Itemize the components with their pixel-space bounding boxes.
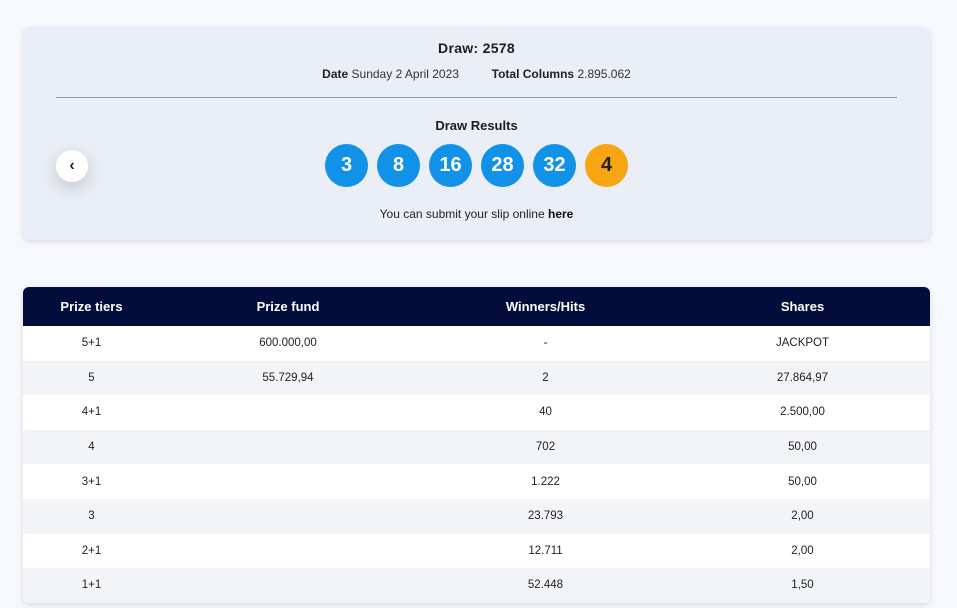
table-row: 2+1 12.711 2,00 — [23, 533, 930, 569]
prize-tier-cell: 4 — [23, 429, 160, 465]
shares-cell: JACKPOT — [675, 326, 930, 361]
table-row: 5+1 600.000,00 - JACKPOT — [23, 326, 930, 361]
prize-fund-cell — [160, 533, 416, 569]
column-header-winners: Winners/Hits — [416, 287, 675, 326]
prize-tier-cell: 5+1 — [23, 326, 160, 361]
winning-numbers: 3 8 16 28 32 4 — [325, 144, 628, 187]
prize-tier-cell: 3+1 — [23, 464, 160, 499]
shares-cell: 2,00 — [675, 498, 930, 534]
total-columns-label: Total Columns — [491, 67, 575, 81]
table-row: 3+1 1.222 50,00 — [23, 464, 930, 499]
submit-slip-link[interactable]: here — [547, 207, 574, 221]
table-row: 4 702 50,00 — [23, 429, 930, 465]
number-ball: 3 — [325, 144, 368, 187]
draw-info-card: Draw: 2578 Date Sunday 2 April 2023 Tota… — [23, 27, 930, 240]
table-header-row: Prize tiers Prize fund Winners/Hits Shar… — [23, 287, 930, 326]
winners-cell: - — [416, 326, 675, 361]
table-row: 5 55.729,94 2 27.864,97 — [23, 360, 930, 396]
bonus-ball: 4 — [585, 144, 628, 187]
prize-tier-cell: 3 — [23, 498, 160, 534]
draw-title: Draw: 2578 — [438, 40, 515, 56]
shares-cell: 2.500,00 — [675, 395, 930, 430]
previous-draw-button[interactable]: ‹ — [56, 150, 88, 182]
column-header-prize-fund: Prize fund — [160, 287, 416, 326]
prize-tier-cell: 4+1 — [23, 395, 160, 430]
total-columns-value: 2.895.062 — [577, 67, 631, 81]
number-ball: 28 — [481, 144, 524, 187]
prize-fund-cell — [160, 498, 416, 534]
winners-cell: 52.448 — [416, 568, 675, 603]
table-row: 3 23.793 2,00 — [23, 498, 930, 534]
shares-cell: 1,50 — [675, 568, 930, 603]
chevron-left-icon: ‹ — [69, 157, 75, 174]
winners-cell: 12.711 — [416, 533, 675, 569]
prize-fund-cell — [160, 429, 416, 465]
date-value: Sunday 2 April 2023 — [351, 67, 459, 81]
winners-cell: 23.793 — [416, 498, 675, 534]
submit-slip-text: You can submit your slip online here — [23, 207, 930, 221]
date-label: Date — [322, 67, 349, 81]
table-row: 4+1 40 2.500,00 — [23, 395, 930, 430]
shares-cell: 2,00 — [675, 533, 930, 569]
prize-fund-cell — [160, 568, 416, 603]
column-header-shares: Shares — [675, 287, 930, 326]
draw-results-title: Draw Results — [435, 118, 518, 133]
prize-tier-cell: 2+1 — [23, 533, 160, 569]
shares-cell: 50,00 — [675, 429, 930, 465]
number-ball: 32 — [533, 144, 576, 187]
prize-tier-cell: 5 — [23, 360, 160, 396]
shares-cell: 50,00 — [675, 464, 930, 499]
draw-meta: Date Sunday 2 April 2023 Total Columns 2… — [23, 67, 930, 81]
prize-fund-cell: 55.729,94 — [160, 360, 416, 396]
prize-fund-cell — [160, 464, 416, 499]
winners-cell: 1.222 — [416, 464, 675, 499]
column-header-prize-tiers: Prize tiers — [23, 287, 160, 326]
winners-cell: 702 — [416, 429, 675, 465]
divider — [56, 97, 897, 98]
prize-fund-cell: 600.000,00 — [160, 326, 416, 361]
table-row: 1+1 52.448 1,50 — [23, 568, 930, 603]
winners-cell: 40 — [416, 395, 675, 430]
prize-table: Prize tiers Prize fund Winners/Hits Shar… — [23, 287, 930, 603]
prize-fund-cell — [160, 395, 416, 430]
winners-cell: 2 — [416, 360, 675, 396]
number-ball: 16 — [429, 144, 472, 187]
number-ball: 8 — [377, 144, 420, 187]
submit-text: You can submit your slip online — [379, 207, 548, 221]
prize-tier-cell: 1+1 — [23, 568, 160, 603]
shares-cell: 27.864,97 — [675, 360, 930, 396]
